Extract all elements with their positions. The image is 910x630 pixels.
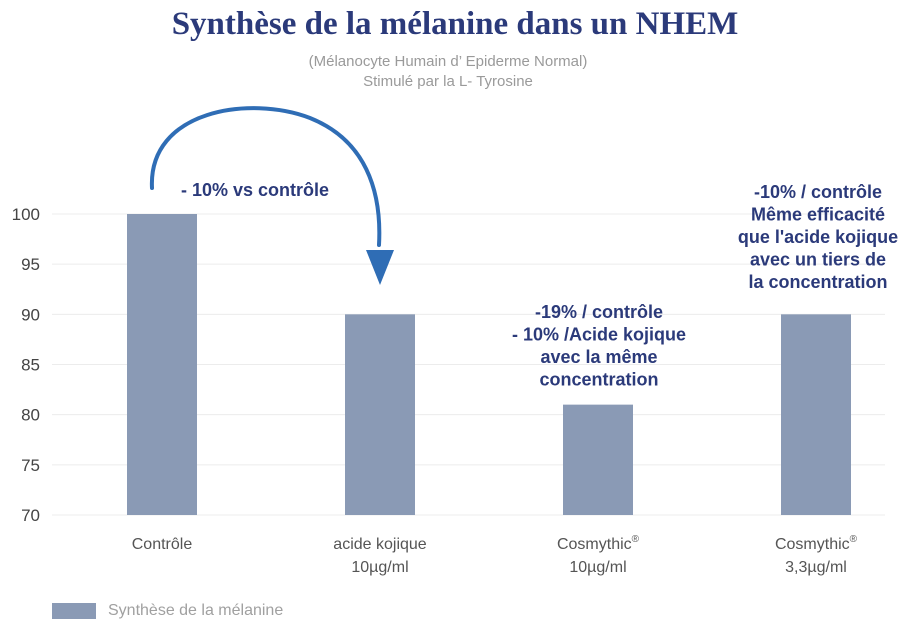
arrow-curve xyxy=(149,106,382,247)
x-tick-label: 3,3µg/ml xyxy=(785,559,847,576)
y-tick-label: 70 xyxy=(21,506,40,525)
x-tick-label: Contrôle xyxy=(132,536,193,553)
subtitle-line-2: Stimulé par la L- Tyrosine xyxy=(363,73,533,90)
y-tick-label: 90 xyxy=(21,305,40,324)
annotation-text: avec un tiers de xyxy=(750,250,886,270)
annotation-text: -10% / contrôle xyxy=(754,182,882,202)
legend-label: Synthèse de la mélanine xyxy=(108,602,284,619)
legend-swatch xyxy=(52,603,96,619)
annotation-text: Même efficacité xyxy=(751,205,885,225)
x-tick-label: 10µg/ml xyxy=(351,559,408,576)
annotation-text: - 10% vs contrôle xyxy=(181,180,329,200)
x-tick-label: Cosmythic® xyxy=(557,534,640,553)
annotation-text: avec la même xyxy=(540,347,657,367)
y-tick-label: 85 xyxy=(21,356,40,375)
x-tick-label: acide kojique xyxy=(333,536,427,553)
annotation-text: la concentration xyxy=(748,272,887,292)
y-tick-label: 75 xyxy=(21,456,40,475)
annotation-text: concentration xyxy=(539,370,658,390)
x-tick-label: Cosmythic® xyxy=(775,534,858,553)
annotation-text: - 10% /Acide kojique xyxy=(512,325,686,345)
bar xyxy=(127,214,197,515)
y-tick-label: 100 xyxy=(12,205,40,224)
x-tick-label: 10µg/ml xyxy=(569,559,626,576)
bar xyxy=(345,314,415,515)
annotation-text: -19% / contrôle xyxy=(535,302,663,322)
annotation-text: que l'acide kojique xyxy=(738,227,898,247)
arrow-head xyxy=(366,250,394,285)
bar xyxy=(781,314,851,515)
y-tick-label: 80 xyxy=(21,406,40,425)
subtitle-line-1: (Mélanocyte Humain d’ Epiderme Normal) xyxy=(308,53,588,70)
y-tick-label: 95 xyxy=(21,255,40,274)
legend: Synthèse de la mélanine xyxy=(52,602,283,620)
chart-subtitle: (Mélanocyte Humain d’ Epiderme Normal) S… xyxy=(0,52,896,92)
bar xyxy=(563,404,633,515)
chart-title: Synthèse de la mélanine dans un NHEM xyxy=(171,6,739,42)
